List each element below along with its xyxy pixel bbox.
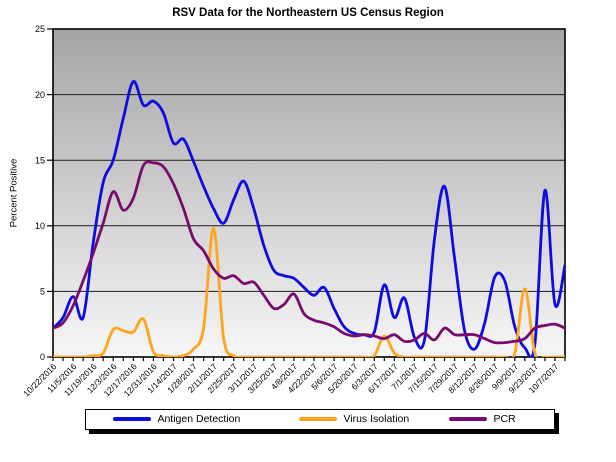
series-line-pcr [53,160,565,345]
y-tick-label: 15 [35,155,45,165]
series-line-virus-isolation [53,226,565,357]
y-tick-label: 20 [35,90,45,100]
y-tick-label: 5 [40,287,45,297]
legend-marker-antigen-detection [113,417,151,421]
chart-title: RSV Data for the Northeastern US Census … [172,7,444,19]
legend-marker-pcr [449,417,487,421]
y-tick-label: 0 [40,352,45,362]
legend-label-antigen-detection: Antigen Detection [157,413,241,425]
legend-item-antigen-detection: Antigen Detection [113,410,240,429]
legend-item-pcr: PCR [449,410,516,429]
y-tick-label: 10 [35,221,45,231]
y-tick-label: 25 [35,24,45,34]
legend: Antigen Detection Virus Isolation PCR [85,409,555,430]
legend-item-virus-isolation: Virus Isolation [299,410,409,429]
legend-marker-virus-isolation [299,417,337,421]
legend-label-virus-isolation: Virus Isolation [343,413,410,425]
plot-background [53,29,565,357]
series-line-antigen-detection [53,80,565,357]
legend-label-pcr: PCR [493,413,516,425]
